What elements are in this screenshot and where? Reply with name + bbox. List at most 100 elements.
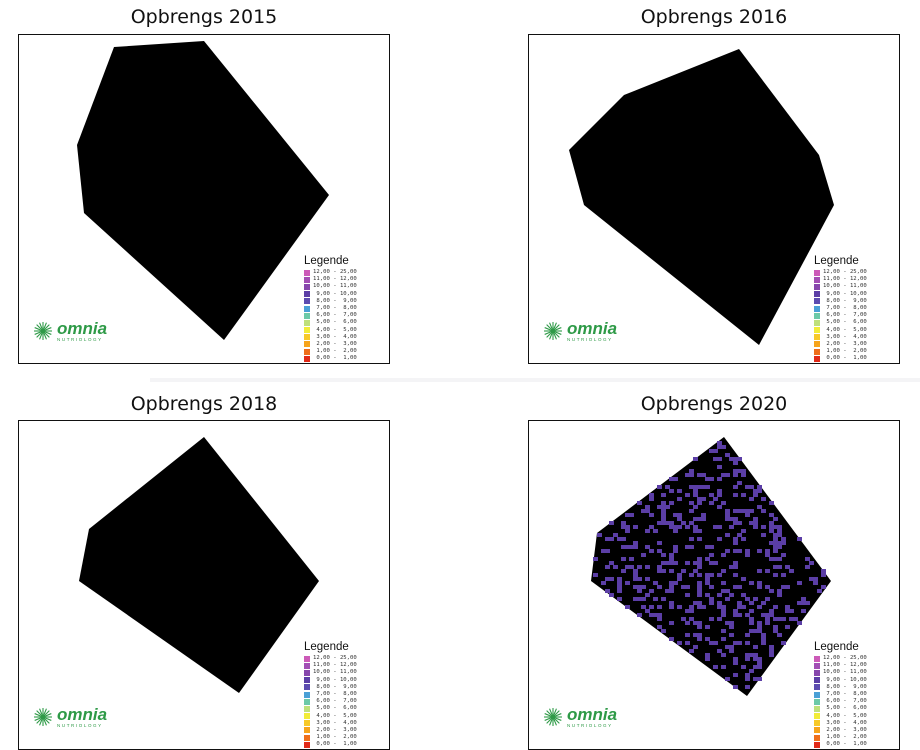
legend-label: 1,00 - 2,00 [313, 734, 357, 741]
legend-item: 9,00 - 10,00 [814, 291, 899, 298]
legend-item: 7,00 - 8,00 [814, 691, 899, 698]
legend-swatch [304, 298, 310, 305]
legend-swatch [814, 341, 820, 348]
legend-item: 11,00 - 12,00 [304, 276, 389, 283]
legend-item: 4,00 - 5,00 [304, 713, 389, 720]
yield-map-panel-2016: Legende 12,00 - 25,00 11,00 - 12,00 10,00 … [528, 34, 900, 364]
legend-label: 0,00 - 1,00 [313, 741, 357, 748]
legend-swatch [814, 283, 820, 290]
legend-item: 10,00 - 11,00 [814, 669, 899, 676]
legend-item: 1,00 - 2,00 [304, 348, 389, 355]
legend-swatch [814, 655, 820, 662]
omnia-logo: omnia NUTRIOLOGY [33, 320, 107, 343]
legend-item: 2,00 - 3,00 [304, 726, 389, 734]
legend-item: 6,00 - 7,00 [304, 698, 389, 705]
legend-label: 3,00 - 4,00 [313, 333, 357, 340]
legend-swatch [304, 269, 310, 276]
legend-item: 8,00 - 9,00 [814, 683, 899, 691]
legend-swatch [814, 677, 820, 684]
logo-tagline: NUTRIOLOGY [567, 337, 613, 342]
legend-label: 8,00 - 9,00 [823, 683, 867, 690]
legend-item: 9,00 - 10,00 [814, 676, 899, 684]
legend-swatch [304, 276, 310, 283]
map-title-2018: Opbrengs 2018 [130, 393, 278, 415]
legend-label: 8,00 - 9,00 [313, 297, 357, 304]
legend-swatch [304, 341, 310, 348]
legend-item: 7,00 - 8,00 [304, 691, 389, 698]
legend-label: 0,00 - 1,00 [823, 355, 867, 362]
legend-label: 6,00 - 7,00 [313, 698, 357, 705]
legend-swatch [304, 720, 310, 727]
legend-label: 6,00 - 7,00 [823, 312, 867, 319]
background-band [150, 378, 920, 382]
legend-label: 11,00 - 12,00 [313, 662, 357, 669]
logo-name: omnia [57, 319, 108, 338]
legend-label: 10,00 - 11,00 [823, 669, 867, 676]
logo-tagline: NUTRIOLOGY [57, 723, 103, 728]
legend-swatch [814, 691, 820, 698]
legend-item: 6,00 - 7,00 [304, 312, 389, 319]
legend-swatch [304, 355, 310, 362]
legend-swatch [814, 705, 820, 712]
legend-label: 5,00 - 6,00 [313, 705, 357, 712]
legend-label: 1,00 - 2,00 [313, 348, 357, 355]
legend-item: 5,00 - 6,00 [814, 319, 899, 326]
legend-label: 9,00 - 10,00 [823, 676, 867, 683]
legend-swatch [304, 698, 310, 705]
legend-swatch [814, 741, 820, 748]
logo-name: omnia [57, 705, 108, 724]
legend-label: 12,00 - 25,00 [823, 269, 867, 275]
legend-swatch [304, 662, 310, 669]
legend-swatch [304, 283, 310, 290]
legend-item: 1,00 - 2,00 [814, 348, 899, 355]
legend-item: 11,00 - 12,00 [814, 662, 899, 669]
legend-label: 8,00 - 9,00 [313, 683, 357, 690]
map-title-2015: Opbrengs 2015 [130, 6, 278, 28]
legend-swatch [304, 677, 310, 684]
legend-item: 0,00 - 1,00 [304, 355, 389, 362]
legend-swatch [814, 319, 820, 326]
legend-item: 0,00 - 1,00 [814, 355, 899, 362]
legend-swatch [814, 669, 820, 676]
legend-item: 7,00 - 8,00 [814, 304, 899, 312]
legend-label: 1,00 - 2,00 [823, 734, 867, 741]
legend-item: 5,00 - 6,00 [304, 705, 389, 712]
legend-label: 7,00 - 8,00 [823, 304, 867, 311]
legend-label: 12,00 - 25,00 [313, 269, 357, 275]
legend-rows: 12,00 - 25,00 11,00 - 12,00 10,00 - 11,00 … [814, 655, 899, 748]
legend-swatch [304, 319, 310, 326]
legend-label: 3,00 - 4,00 [823, 719, 867, 726]
yield-map-2018 [79, 437, 319, 693]
legend-item: 10,00 - 11,00 [304, 669, 389, 676]
legend-item: 4,00 - 5,00 [304, 327, 389, 334]
legend-item: 11,00 - 12,00 [814, 276, 899, 283]
legend-swatch [814, 348, 820, 355]
field-boundary [569, 49, 834, 345]
legend-label: 12,00 - 25,00 [823, 655, 867, 661]
legend-rows: 12,00 - 25,00 11,00 - 12,00 10,00 - 11,00 … [814, 269, 899, 362]
legend-label: 10,00 - 11,00 [823, 283, 867, 290]
legend-swatch [304, 727, 310, 734]
logo-tagline: NUTRIOLOGY [57, 337, 103, 342]
legend-label: 8,00 - 9,00 [823, 297, 867, 304]
legend-item: 5,00 - 6,00 [814, 705, 899, 712]
legend-item: 2,00 - 3,00 [304, 340, 389, 348]
legend-swatch [304, 691, 310, 698]
yield-map-2015 [77, 41, 329, 340]
legend-label: 11,00 - 12,00 [823, 276, 867, 283]
legend-item: 2,00 - 3,00 [814, 727, 899, 734]
legend-label: 2,00 - 3,00 [313, 340, 357, 347]
legend-label: 12,00 - 25,00 [313, 655, 357, 661]
map-title-2016: Opbrengs 2016 [640, 6, 788, 28]
legend-label: 2,00 - 3,00 [313, 726, 357, 733]
legend-item: 3,00 - 4,00 [304, 333, 389, 341]
logo-name: omnia [567, 705, 618, 724]
map-legend: Legende 12,00 - 25,00 11,00 - 12,00 10,00 … [304, 641, 389, 748]
legend-label: 11,00 - 12,00 [313, 276, 357, 283]
legend-label: 3,00 - 4,00 [313, 719, 357, 726]
legend-swatch [304, 348, 310, 355]
legend-label: 2,00 - 3,00 [823, 340, 867, 347]
omnia-logo: omnia NUTRIOLOGY [543, 706, 617, 729]
legend-swatch [814, 291, 820, 298]
legend-title: Legende [304, 641, 349, 653]
